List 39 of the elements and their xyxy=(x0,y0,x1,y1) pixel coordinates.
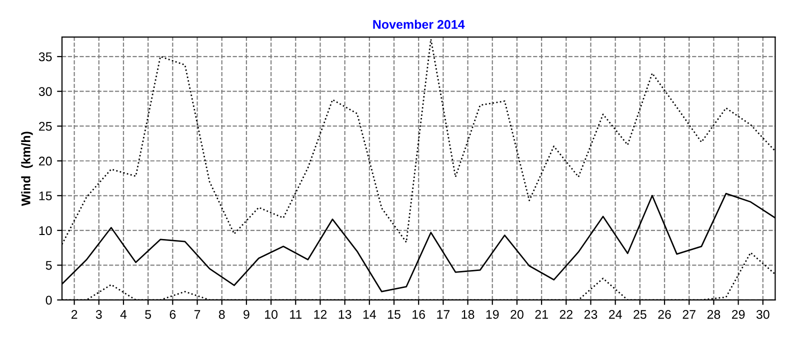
x-tick-label: 2 xyxy=(71,310,78,319)
y-tick-label: 5 xyxy=(46,261,52,270)
x-tick-label: 8 xyxy=(218,310,225,319)
y-axis-title: Wind (km/h) xyxy=(21,132,33,206)
y-tick-label: 35 xyxy=(38,52,52,62)
x-tick-label: 19 xyxy=(486,310,499,319)
x-tick-label: 10 xyxy=(265,310,278,319)
x-tick-label: 12 xyxy=(314,310,327,319)
x-tick-label: 4 xyxy=(120,310,127,319)
x-tick-label: 21 xyxy=(535,310,548,319)
x-tick-label: 20 xyxy=(510,310,524,319)
x-tick-label: 24 xyxy=(609,310,622,319)
chart-title: November 2014 xyxy=(373,20,465,29)
x-tick-label: 7 xyxy=(194,310,200,319)
x-tick-label: 30 xyxy=(756,310,770,319)
y-tick-label: 10 xyxy=(39,226,52,236)
x-tick-label: 22 xyxy=(560,310,572,319)
x-tick-label: 17 xyxy=(437,310,450,319)
x-tick-label: 27 xyxy=(682,310,696,319)
x-tick-label: 15 xyxy=(388,310,400,319)
y-tick-label: 15 xyxy=(39,192,52,200)
y-tick-label: 20 xyxy=(39,156,52,166)
x-tick-label: 11 xyxy=(290,310,302,319)
y-tick-label: 25 xyxy=(39,122,52,131)
x-tick-label: 6 xyxy=(170,310,176,319)
x-tick-label: 28 xyxy=(707,310,720,319)
x-tick-label: 29 xyxy=(732,310,745,319)
x-tick-label: 5 xyxy=(145,310,152,319)
x-tick-label: 16 xyxy=(412,310,426,319)
y-tick-label: 30 xyxy=(38,87,52,96)
x-tick-label: 25 xyxy=(634,310,646,319)
x-tick-label: 9 xyxy=(244,310,250,319)
x-tick-label: 14 xyxy=(363,310,376,319)
x-tick-label: 13 xyxy=(338,310,352,319)
x-tick-label: 3 xyxy=(96,310,102,319)
x-tick-label: 23 xyxy=(584,310,598,319)
y-tick-label: 0 xyxy=(46,296,52,305)
x-tick-label: 26 xyxy=(658,310,671,319)
x-tick-label: 18 xyxy=(462,310,474,319)
